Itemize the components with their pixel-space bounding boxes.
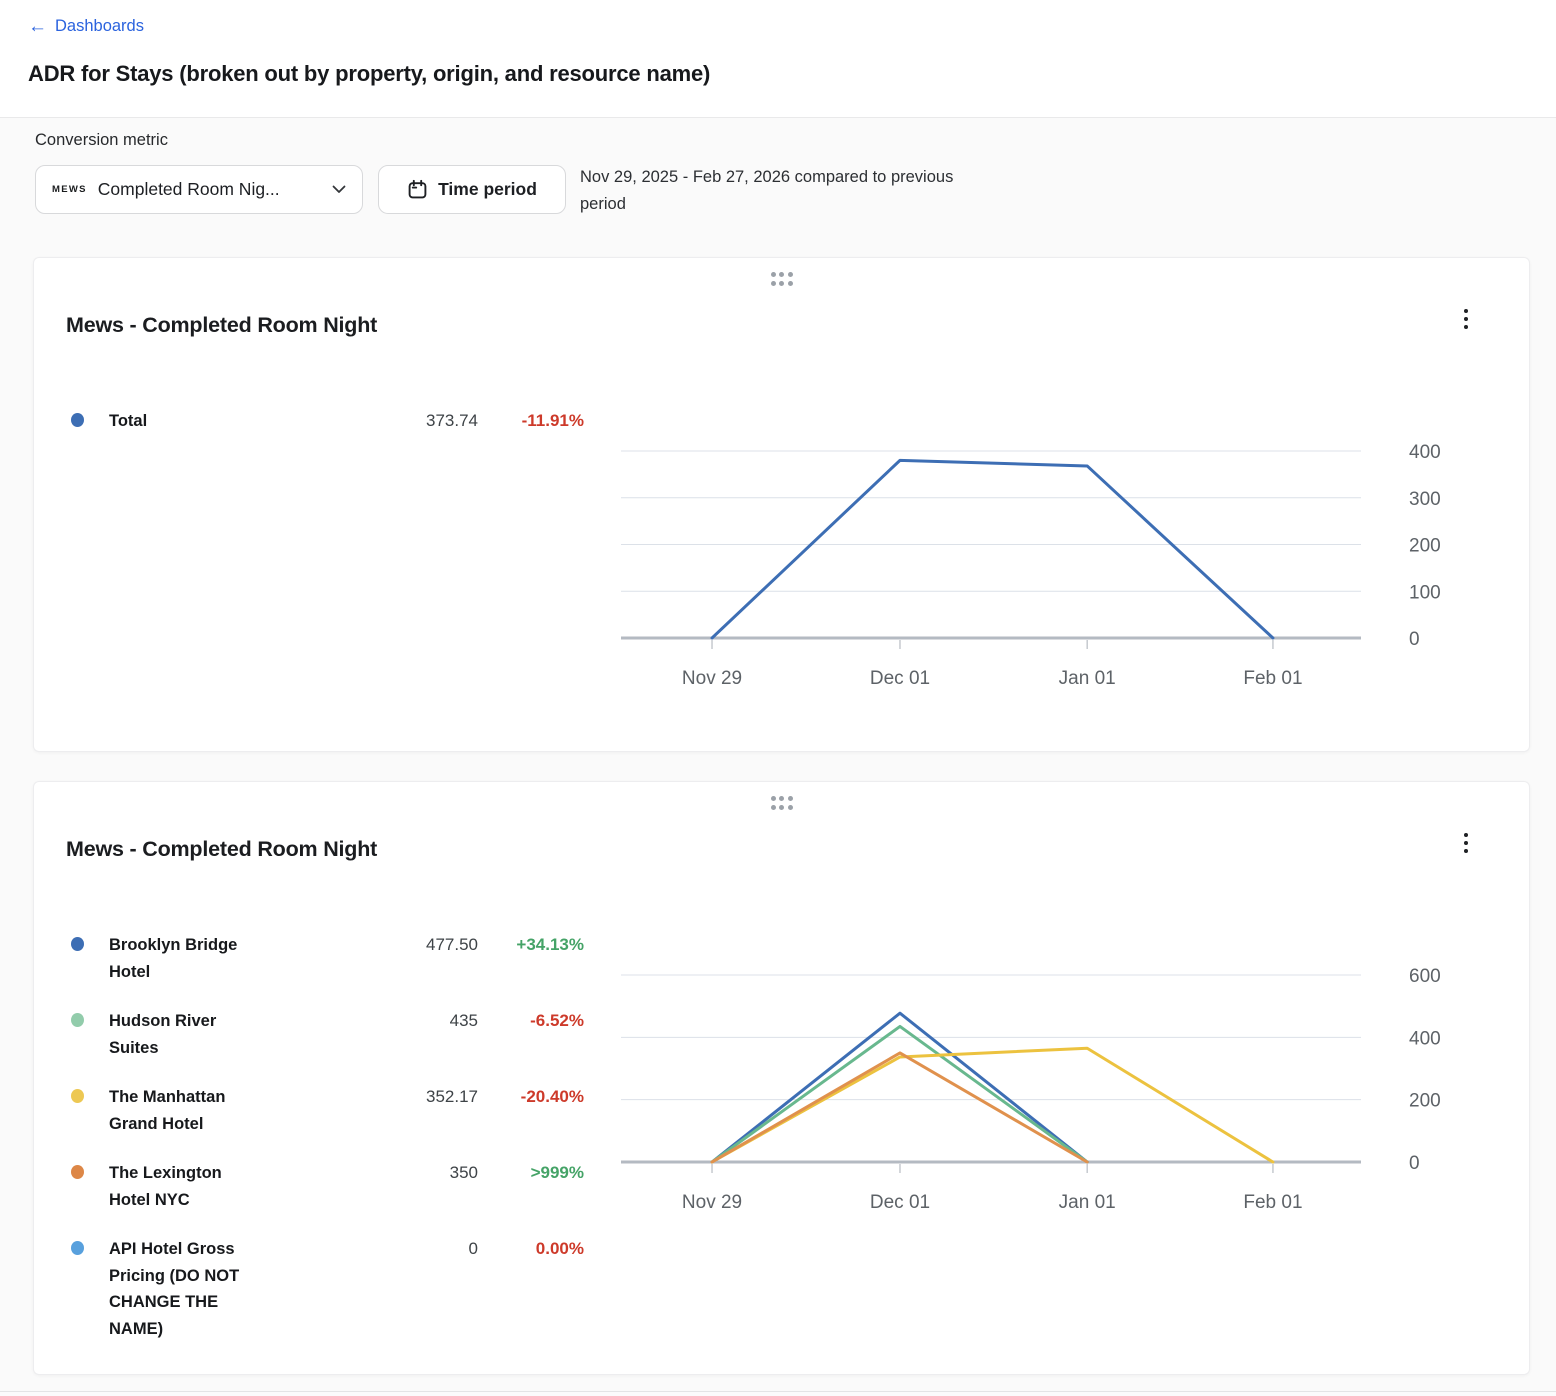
legend-item[interactable]: API Hotel Gross Pricing (DO NOT CHANGE T… (34, 1236, 599, 1342)
kebab-menu-button[interactable] (1451, 826, 1481, 860)
series-change: -20.40% (520, 1087, 584, 1106)
series-value: 477.50 (426, 935, 478, 954)
series-change: >999% (530, 1163, 584, 1182)
svg-text:400: 400 (1409, 442, 1441, 463)
series-color-dot (71, 1241, 84, 1255)
legend-item[interactable]: Brooklyn Bridge Hotel 477.50 +34.13% (34, 932, 599, 1008)
conversion-metric-dropdown[interactable]: MEWS Completed Room Nig... (35, 165, 363, 214)
svg-text:Jan 01: Jan 01 (1059, 1192, 1116, 1213)
bottom-divider (0, 1391, 1556, 1392)
svg-text:Dec 01: Dec 01 (870, 1192, 930, 1213)
metric-card-total: Mews - Completed Room Night Total 373.74 -… (33, 257, 1530, 752)
svg-text:Jan 01: Jan 01 (1059, 668, 1116, 689)
svg-text:0: 0 (1409, 629, 1420, 650)
series-name: The Manhattan Grand Hotel (109, 1088, 226, 1133)
svg-text:Feb 01: Feb 01 (1243, 1192, 1302, 1213)
metric-card-by-property: Mews - Completed Room Night Brooklyn Bri… (33, 781, 1530, 1375)
series-value: 0 (468, 1239, 478, 1258)
drag-handle-icon[interactable] (768, 793, 796, 813)
series-name: Total (109, 412, 148, 430)
line-chart-by-property[interactable]: Nov 29 Dec 01 Jan 01 Feb 01 0 200 400 600 (621, 955, 1531, 1222)
kebab-menu-button[interactable] (1451, 302, 1481, 336)
svg-text:Dec 01: Dec 01 (870, 668, 930, 689)
drag-handle-icon[interactable] (768, 269, 796, 289)
series-color-dot (71, 413, 84, 427)
legend: Brooklyn Bridge Hotel 477.50 +34.13% Hudson… (34, 932, 599, 1342)
legend: Total 373.74 -11.91% (34, 408, 599, 484)
legend-item[interactable]: Hudson River Suites 435 -6.52% (34, 1008, 599, 1084)
series-change: 0.00% (535, 1239, 584, 1258)
time-period-label: Time period (438, 179, 537, 199)
legend-item[interactable]: The Manhattan Grand Hotel 352.17 -20.40% (34, 1084, 599, 1160)
back-link-label: Dashboards (55, 17, 144, 35)
series-value: 352.17 (426, 1087, 478, 1106)
legend-item[interactable]: The Lexington Hotel NYC 350 >999% (34, 1160, 599, 1236)
svg-text:0: 0 (1409, 1153, 1420, 1174)
series-color-dot (71, 1165, 84, 1179)
series-change: -11.91% (521, 411, 584, 430)
series-change: +34.13% (516, 935, 584, 954)
series-color-dot (71, 1089, 84, 1103)
svg-text:100: 100 (1409, 582, 1441, 603)
series-value: 435 (449, 1011, 478, 1030)
series-name: Brooklyn Bridge Hotel (109, 936, 238, 981)
card-title: Mews - Completed Room Night (66, 313, 378, 337)
series-name: The Lexington Hotel NYC (109, 1164, 222, 1209)
card-title: Mews - Completed Room Night (66, 837, 378, 861)
calendar-icon (407, 179, 428, 200)
svg-text:600: 600 (1409, 966, 1441, 987)
back-to-dashboards-link[interactable]: ← Dashboards (28, 17, 144, 36)
svg-text:Nov 29: Nov 29 (682, 668, 742, 689)
series-name: Hudson River Suites (109, 1012, 217, 1057)
conversion-metric-label: Conversion metric (35, 131, 168, 149)
series-value: 373.74 (426, 411, 478, 430)
series-color-dot (71, 1013, 84, 1027)
svg-text:Feb 01: Feb 01 (1243, 668, 1302, 689)
mews-logo: MEWS (52, 184, 87, 195)
bottom-strip (0, 1392, 1556, 1396)
svg-text:300: 300 (1409, 489, 1441, 510)
period-summary-text: Nov 29, 2025 - Feb 27, 2026 compared to … (580, 168, 954, 213)
svg-text:Nov 29: Nov 29 (682, 1192, 742, 1213)
svg-text:200: 200 (1409, 536, 1441, 557)
svg-text:400: 400 (1409, 1028, 1441, 1049)
page-title: ADR for Stays (broken out by property, o… (28, 61, 711, 86)
legend-item[interactable]: Total 373.74 -11.91% (34, 408, 599, 484)
time-period-button[interactable]: Time period (378, 165, 566, 214)
svg-text:200: 200 (1409, 1091, 1441, 1112)
back-arrow-icon: ← (28, 16, 47, 37)
series-value: 350 (449, 1163, 478, 1182)
line-chart-total[interactable]: Nov 29 Dec 01 Jan 01 Feb 01 0 100 200 300 400 (621, 431, 1531, 698)
series-color-dot (71, 937, 84, 951)
chevron-down-icon (332, 185, 346, 194)
series-name: API Hotel Gross Pricing (DO NOT CHANGE T… (109, 1240, 240, 1338)
header-divider (0, 117, 1556, 118)
series-change: -6.52% (530, 1011, 584, 1030)
conversion-metric-value: Completed Room Nig... (97, 179, 280, 199)
